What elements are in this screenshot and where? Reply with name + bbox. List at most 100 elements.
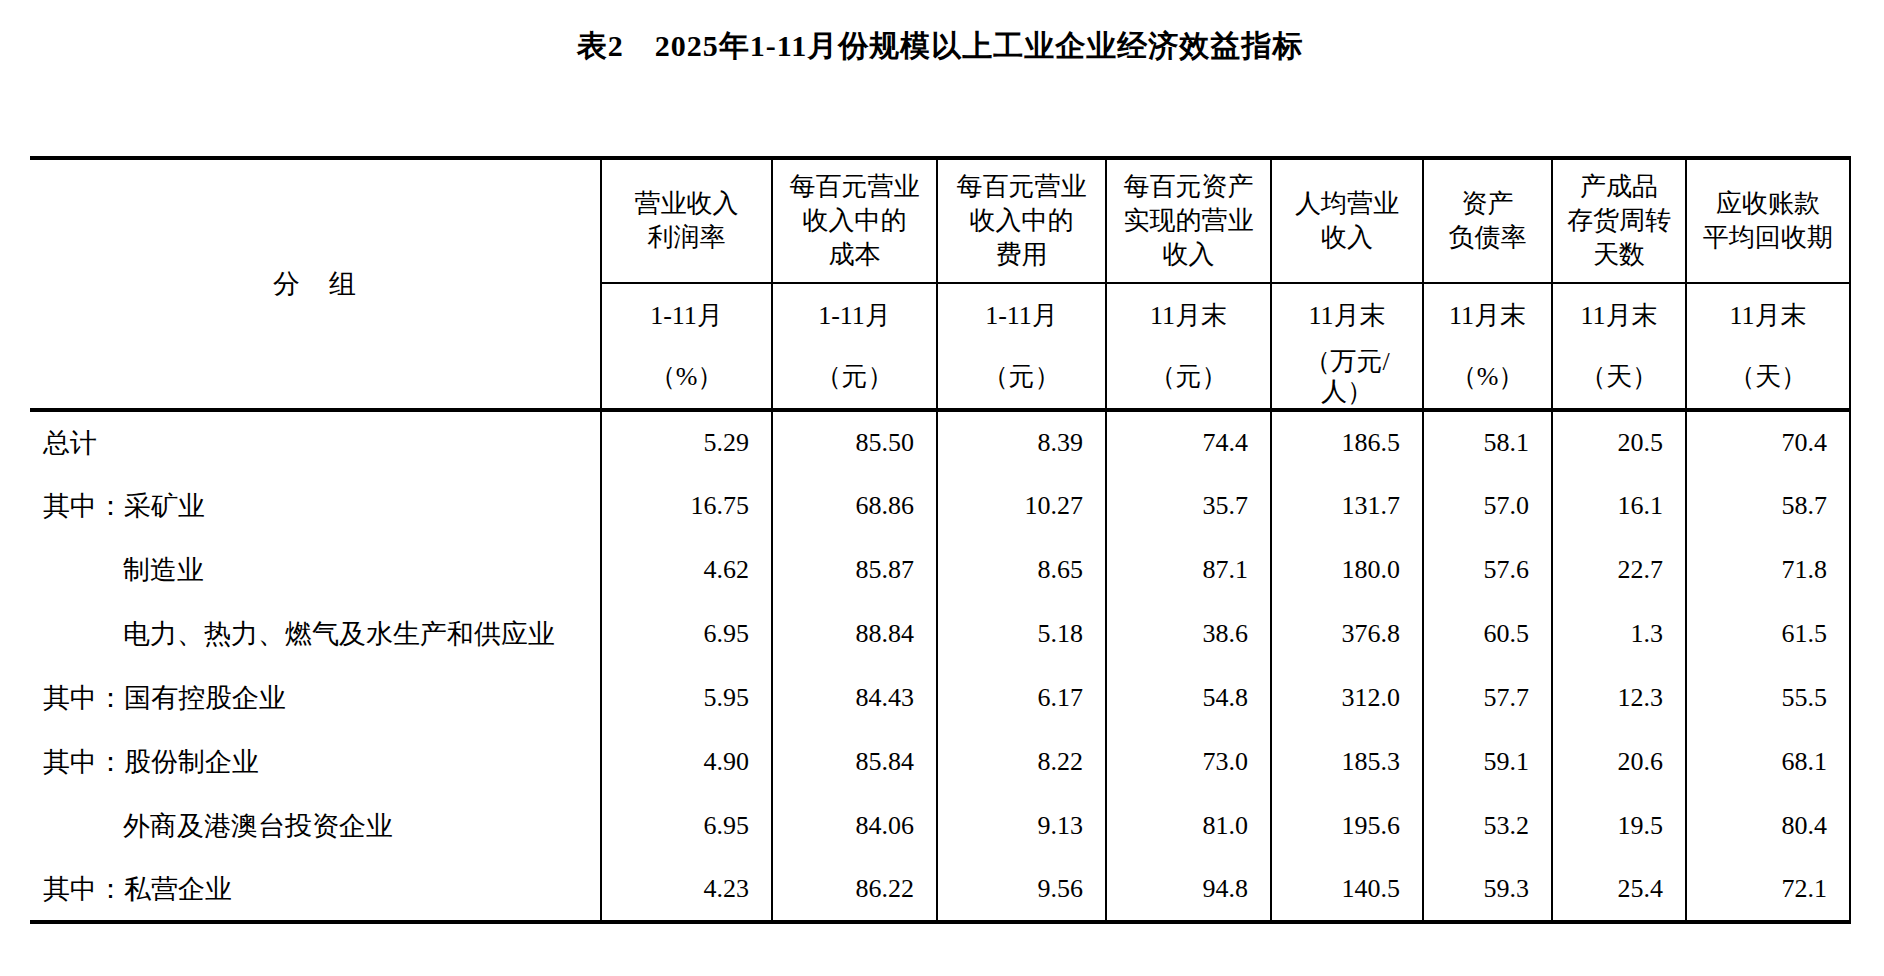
value-cell: 59.1	[1423, 730, 1552, 794]
value-cell: 376.8	[1271, 602, 1423, 666]
value-cell: 86.22	[772, 858, 937, 922]
row-label: 电力、热力、燃气及水生产和供应业	[30, 602, 601, 666]
column-unit: （万元/ 人）	[1272, 346, 1422, 408]
column-header-period-unit: 1-11月（元）	[772, 283, 937, 410]
column-header-period-unit: 1-11月（元）	[937, 283, 1106, 410]
table-row: 其中：私营企业4.2386.229.5694.8140.559.325.472.…	[30, 858, 1850, 922]
value-cell: 6.95	[601, 794, 772, 858]
column-header-title: 产成品 存货周转 天数	[1552, 158, 1686, 283]
value-cell: 70.4	[1686, 410, 1850, 474]
column-period: 1-11月	[773, 284, 936, 346]
column-header-title: 每百元资产 实现的营业 收入	[1106, 158, 1271, 283]
value-cell: 60.5	[1423, 602, 1552, 666]
value-cell: 180.0	[1271, 538, 1423, 602]
column-period: 11月末	[1107, 284, 1270, 346]
column-unit: （天）	[1687, 346, 1849, 408]
value-cell: 81.0	[1106, 794, 1271, 858]
value-cell: 12.3	[1552, 666, 1686, 730]
value-cell: 68.86	[772, 474, 937, 538]
column-unit: （元）	[773, 346, 936, 408]
value-cell: 20.5	[1552, 410, 1686, 474]
column-header-period-unit: 11月末（万元/ 人）	[1271, 283, 1423, 410]
value-cell: 195.6	[1271, 794, 1423, 858]
row-label: 外商及港澳台投资企业	[30, 794, 601, 858]
value-cell: 59.3	[1423, 858, 1552, 922]
value-cell: 84.43	[772, 666, 937, 730]
row-label: 制造业	[30, 538, 601, 602]
value-cell: 38.6	[1106, 602, 1271, 666]
value-cell: 10.27	[937, 474, 1106, 538]
column-unit: （%）	[1424, 346, 1551, 408]
value-cell: 54.8	[1106, 666, 1271, 730]
value-cell: 9.13	[937, 794, 1106, 858]
column-period: 11月末	[1424, 284, 1551, 346]
value-cell: 20.6	[1552, 730, 1686, 794]
column-header-period-unit: 11月末（元）	[1106, 283, 1271, 410]
table-row: 外商及港澳台投资企业6.9584.069.1381.0195.653.219.5…	[30, 794, 1850, 858]
value-cell: 22.7	[1552, 538, 1686, 602]
indicators-table: 分 组 营业收入 利润率每百元营业 收入中的 成本每百元营业 收入中的 费用每百…	[30, 156, 1851, 924]
table-row: 总计5.2985.508.3974.4186.558.120.570.4	[30, 410, 1850, 474]
value-cell: 19.5	[1552, 794, 1686, 858]
value-cell: 16.1	[1552, 474, 1686, 538]
value-cell: 5.18	[937, 602, 1106, 666]
value-cell: 72.1	[1686, 858, 1850, 922]
column-header-title: 每百元营业 收入中的 成本	[772, 158, 937, 283]
value-cell: 57.7	[1423, 666, 1552, 730]
value-cell: 57.0	[1423, 474, 1552, 538]
row-label: 其中：股份制企业	[30, 730, 601, 794]
value-cell: 88.84	[772, 602, 937, 666]
column-header-title: 人均营业 收入	[1271, 158, 1423, 283]
value-cell: 85.50	[772, 410, 937, 474]
value-cell: 84.06	[772, 794, 937, 858]
column-period: 1-11月	[602, 284, 771, 346]
value-cell: 74.4	[1106, 410, 1271, 474]
column-header-title: 资产 负债率	[1423, 158, 1552, 283]
table-title: 表2 2025年1-11月份规模以上工业企业经济效益指标	[30, 0, 1850, 64]
table-body: 总计5.2985.508.3974.4186.558.120.570.4其中：采…	[30, 410, 1850, 922]
value-cell: 9.56	[937, 858, 1106, 922]
column-unit: （元）	[938, 346, 1105, 408]
value-cell: 35.7	[1106, 474, 1271, 538]
value-cell: 4.90	[601, 730, 772, 794]
value-cell: 68.1	[1686, 730, 1850, 794]
table-row: 其中：国有控股企业5.9584.436.1754.8312.057.712.35…	[30, 666, 1850, 730]
value-cell: 80.4	[1686, 794, 1850, 858]
value-cell: 8.39	[937, 410, 1106, 474]
column-header-title: 每百元营业 收入中的 费用	[937, 158, 1106, 283]
value-cell: 73.0	[1106, 730, 1271, 794]
value-cell: 85.84	[772, 730, 937, 794]
column-header-period-unit: 11月末（天）	[1552, 283, 1686, 410]
value-cell: 55.5	[1686, 666, 1850, 730]
column-header-title: 应收账款 平均回收期	[1686, 158, 1850, 283]
column-header-title: 营业收入 利润率	[601, 158, 772, 283]
value-cell: 57.6	[1423, 538, 1552, 602]
value-cell: 186.5	[1271, 410, 1423, 474]
column-period: 11月末	[1272, 284, 1422, 346]
row-label: 其中：私营企业	[30, 858, 601, 922]
value-cell: 6.95	[601, 602, 772, 666]
column-period: 11月末	[1553, 284, 1685, 346]
table-row: 其中：采矿业16.7568.8610.2735.7131.757.016.158…	[30, 474, 1850, 538]
value-cell: 58.1	[1423, 410, 1552, 474]
table-row: 电力、热力、燃气及水生产和供应业6.9588.845.1838.6376.860…	[30, 602, 1850, 666]
value-cell: 8.65	[937, 538, 1106, 602]
value-cell: 312.0	[1271, 666, 1423, 730]
value-cell: 61.5	[1686, 602, 1850, 666]
value-cell: 71.8	[1686, 538, 1850, 602]
value-cell: 25.4	[1552, 858, 1686, 922]
value-cell: 58.7	[1686, 474, 1850, 538]
value-cell: 94.8	[1106, 858, 1271, 922]
column-period: 1-11月	[938, 284, 1105, 346]
value-cell: 131.7	[1271, 474, 1423, 538]
column-period: 11月末	[1687, 284, 1849, 346]
value-cell: 4.62	[601, 538, 772, 602]
value-cell: 140.5	[1271, 858, 1423, 922]
column-unit: （天）	[1553, 346, 1685, 408]
value-cell: 8.22	[937, 730, 1106, 794]
column-header-period-unit: 11月末（天）	[1686, 283, 1850, 410]
page: 表2 2025年1-11月份规模以上工业企业经济效益指标 分 组 营业收入 利润…	[0, 0, 1884, 976]
header-title-row: 分 组 营业收入 利润率每百元营业 收入中的 成本每百元营业 收入中的 费用每百…	[30, 158, 1850, 283]
column-unit: （元）	[1107, 346, 1270, 408]
group-column-header: 分 组	[30, 158, 601, 410]
